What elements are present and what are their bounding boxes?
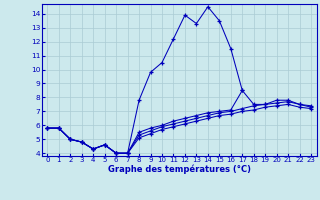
X-axis label: Graphe des températures (°C): Graphe des températures (°C) [108,165,251,174]
